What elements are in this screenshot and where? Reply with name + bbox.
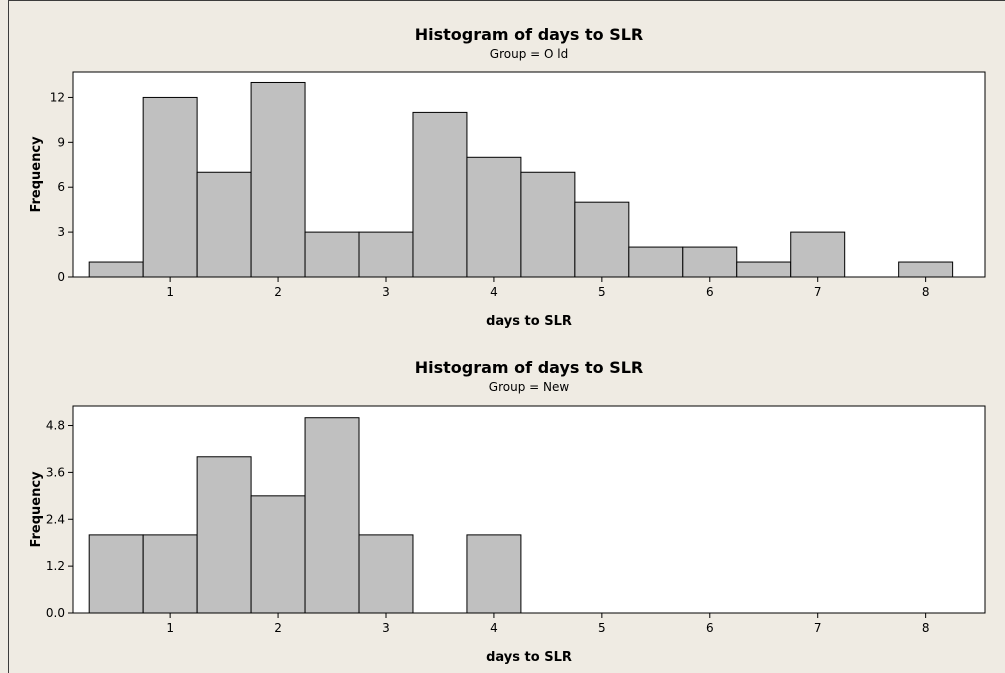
chart-title: Histogram of days to SLR — [415, 25, 643, 44]
histogram-bar — [196, 456, 252, 614]
x-axis-label: days to SLR — [486, 314, 572, 329]
chart-title: Histogram of days to SLR — [415, 358, 643, 377]
y-tick-label: 9 — [57, 135, 65, 149]
chart-subtitle: Group = New — [489, 380, 570, 394]
histogram-bar — [466, 156, 522, 278]
x-tick-label: 6 — [706, 621, 714, 635]
histogram-bar — [304, 417, 360, 614]
histogram-bar — [250, 81, 306, 278]
y-tick-label: 2.4 — [46, 512, 65, 526]
y-tick-label: 1.2 — [46, 559, 65, 573]
x-tick-label: 1 — [166, 285, 174, 299]
histogram-bar — [898, 261, 954, 278]
histogram-bar — [196, 171, 252, 278]
x-tick-label: 6 — [706, 285, 714, 299]
x-tick-label: 5 — [598, 285, 606, 299]
window-border-left — [8, 0, 9, 673]
x-tick-label: 7 — [814, 621, 822, 635]
x-tick-label: 5 — [598, 621, 606, 635]
x-tick-label: 7 — [814, 285, 822, 299]
histogram-bar — [142, 96, 198, 278]
histogram-bar — [358, 534, 414, 614]
x-tick-label: 1 — [166, 621, 174, 635]
y-tick-label: 12 — [50, 90, 65, 104]
y-tick-label: 3.6 — [46, 465, 65, 479]
histogram-bar — [466, 534, 522, 614]
x-tick-label: 2 — [274, 621, 282, 635]
window-border-top — [8, 0, 1005, 1]
histogram-panel-2: Histogram of days to SLR Group = New 1 2 3 4 5… — [29, 358, 986, 665]
x-tick-label: 4 — [490, 285, 498, 299]
x-tick-label: 3 — [382, 621, 390, 635]
x-tick-label: 4 — [490, 621, 498, 635]
histogram-bar — [304, 231, 360, 278]
x-tick-label: 3 — [382, 285, 390, 299]
histogram-bar — [736, 261, 792, 278]
histogram-bar — [412, 111, 468, 278]
histogram-bar — [628, 246, 684, 278]
histogram-bar — [682, 246, 738, 278]
y-axis-label: Frequency — [29, 136, 44, 213]
y-tick-label: 6 — [57, 180, 65, 194]
y-tick-label: 0.0 — [46, 606, 65, 620]
histogram-bar — [88, 534, 144, 614]
y-tick-label: 3 — [57, 225, 65, 239]
histogram-bar — [790, 231, 846, 278]
y-tick-label: 4.8 — [46, 419, 65, 433]
histogram-bar — [574, 201, 630, 278]
x-tick-label: 8 — [922, 621, 930, 635]
histogram-bar — [520, 171, 576, 278]
chart-subtitle: Group = O ld — [490, 47, 568, 61]
histogram-bar — [358, 231, 414, 278]
y-tick-label: 0 — [57, 270, 65, 284]
histogram-bar — [142, 534, 198, 614]
histogram-bar — [250, 495, 306, 614]
x-axis-label: days to SLR — [486, 650, 572, 665]
y-axis-label: Frequency — [29, 471, 44, 548]
histogram-bar — [88, 261, 144, 278]
x-tick-label: 8 — [922, 285, 930, 299]
x-tick-label: 2 — [274, 285, 282, 299]
